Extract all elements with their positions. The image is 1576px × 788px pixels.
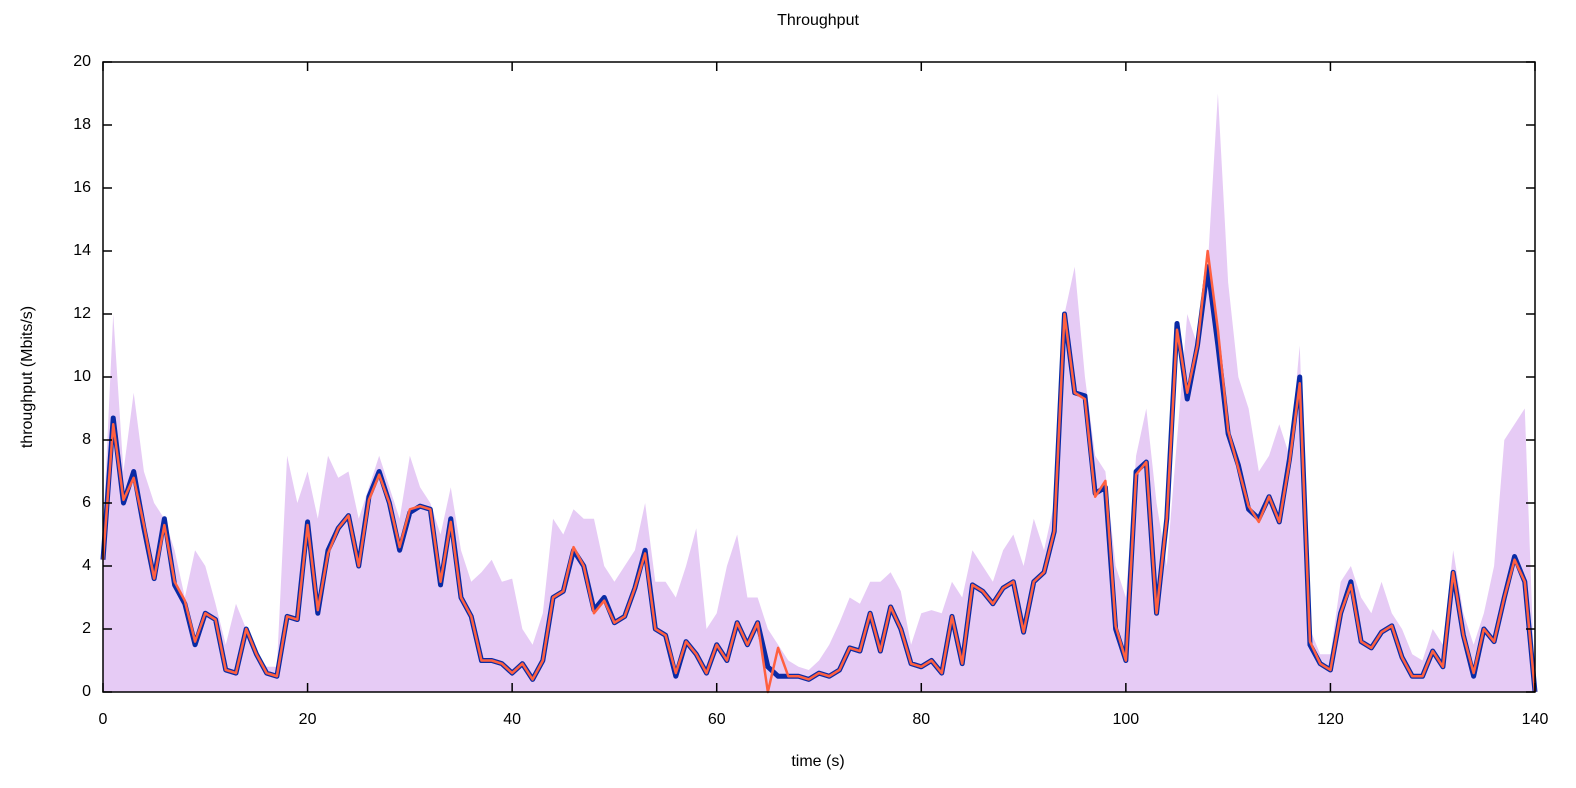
y-tick-label: 14	[73, 242, 91, 259]
y-tick-label: 0	[82, 683, 91, 700]
x-tick-label: 0	[99, 711, 108, 728]
y-tick-label: 6	[82, 494, 91, 511]
x-tick-label: 80	[912, 711, 930, 728]
plot-area	[100, 93, 1538, 694]
y-tick-label: 10	[73, 368, 91, 385]
x-tick-label: 40	[503, 711, 521, 728]
y-tick-label: 4	[82, 557, 91, 574]
x-tick-label: 120	[1317, 711, 1344, 728]
x-tick-label: 100	[1113, 711, 1140, 728]
series-line	[101, 249, 1537, 694]
y-tick-label: 12	[73, 305, 91, 322]
y-tick-label: 20	[73, 53, 91, 70]
area	[103, 93, 1535, 692]
x-axis-label: time (s)	[791, 753, 844, 770]
x-tick-label: 60	[708, 711, 726, 728]
y-tick-label: 8	[82, 431, 91, 448]
y-tick-label: 2	[82, 620, 91, 637]
y-tick-label: 16	[73, 179, 91, 196]
y-axis-label: throughput (Mbits/s)	[19, 306, 36, 448]
x-tick-label: 140	[1522, 711, 1549, 728]
x-tick-label: 20	[299, 711, 317, 728]
chart-title: Throughput	[777, 12, 859, 29]
y-tick-label: 18	[73, 116, 91, 133]
